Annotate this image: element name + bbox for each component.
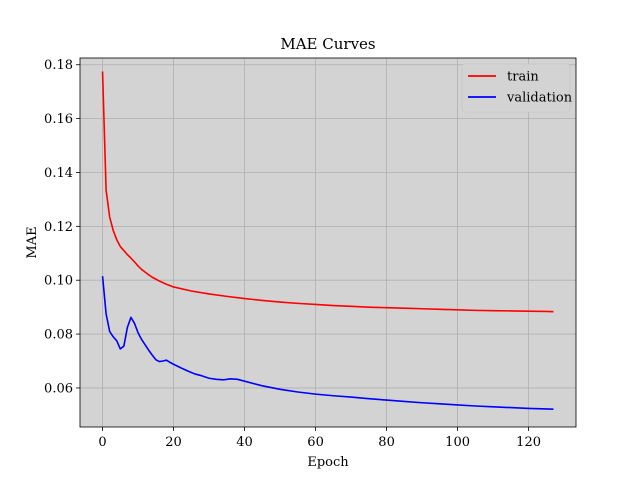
series-line-train [101, 71, 554, 313]
y-tick-label: 0.14 [44, 166, 73, 181]
x-tick-label: 60 [307, 435, 324, 450]
plot-area [80, 58, 576, 427]
legend-label-train: train [507, 70, 539, 85]
y-axis-label: MAE [25, 226, 40, 258]
y-tick-label: 0.06 [44, 381, 73, 396]
y-tick-label: 0.12 [44, 220, 73, 235]
x-tick-label: 0 [98, 435, 106, 450]
y-tick-label: 0.08 [44, 328, 73, 343]
legend-label-validation: validation [506, 91, 573, 106]
x-tick-label: 80 [378, 435, 395, 450]
axis-ticks: 0 20 40 60 80 100 120 0.06 0.08 0.10 0.12 0.14 0.16 0… [44, 58, 541, 450]
x-tick-label: 40 [236, 435, 253, 450]
x-tick-label: 120 [516, 435, 541, 450]
legend: train validation [461, 63, 573, 113]
y-tick-label: 0.18 [44, 58, 73, 73]
y-tick-label: 0.10 [44, 274, 73, 289]
x-axis-label: Epoch [307, 455, 349, 470]
chart-title: MAE Curves [280, 35, 375, 53]
series-line-validation [101, 276, 554, 411]
plot-frame [79, 57, 577, 428]
y-tick-label: 0.16 [44, 112, 73, 127]
series-layer [101, 71, 554, 411]
x-tick-label: 100 [445, 435, 470, 450]
x-tick-label: 20 [165, 435, 182, 450]
